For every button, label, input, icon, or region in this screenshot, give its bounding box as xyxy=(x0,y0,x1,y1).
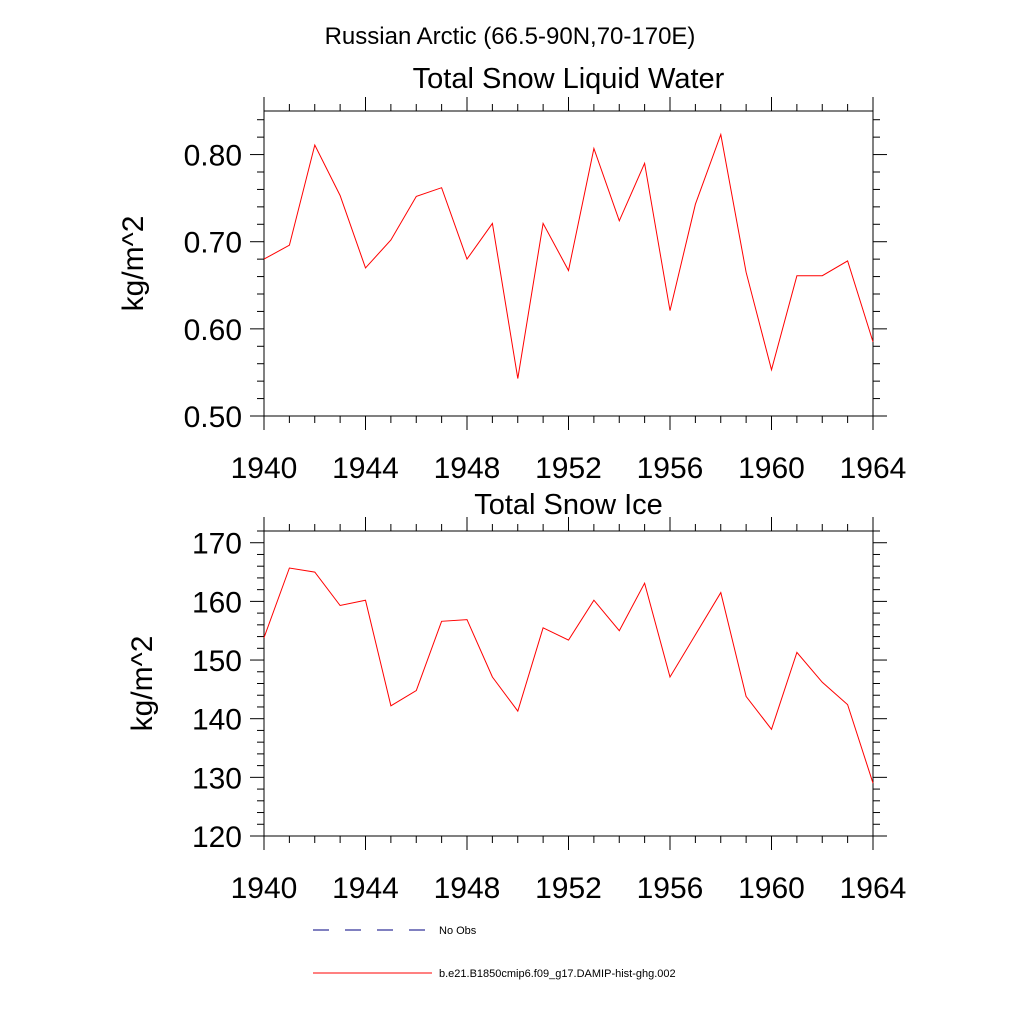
y-tick-label: 0.50 xyxy=(184,401,242,434)
x-tick-label: 1948 xyxy=(434,872,501,905)
x-tick-label: 1948 xyxy=(434,452,501,485)
panel-title: Total Snow Ice xyxy=(474,489,663,521)
figure-title: Russian Arctic (66.5-90N,70-170E) xyxy=(325,23,696,50)
x-tick-label: 1952 xyxy=(535,452,602,485)
x-tick-label: 1944 xyxy=(332,452,399,485)
y-tick-label: 140 xyxy=(192,704,242,737)
y-axis-label: kg/m^2 xyxy=(117,216,150,312)
y-tick-label: 0.70 xyxy=(184,227,242,260)
plot-frame xyxy=(263,530,874,837)
x-tick-label: 1956 xyxy=(637,872,704,905)
y-tick-label: 0.80 xyxy=(184,140,242,173)
x-tick-label: 1960 xyxy=(738,452,805,485)
x-tick-label: 1956 xyxy=(637,452,704,485)
legend: No Obs b.e21.B1850cmip6.f09_g17.DAMIP-his… xyxy=(313,925,676,980)
y-tick-label: 0.60 xyxy=(184,314,242,347)
legend-label: b.e21.B1850cmip6.f09_g17.DAMIP-hist-ghg.… xyxy=(439,968,676,980)
x-tick-label: 1940 xyxy=(231,872,298,905)
x-tick-label: 1944 xyxy=(332,872,399,905)
legend-label: No Obs xyxy=(439,925,477,937)
x-tick-label: 1960 xyxy=(738,872,805,905)
panel-title: Total Snow Liquid Water xyxy=(413,63,725,95)
y-tick-label: 130 xyxy=(192,762,242,795)
plot-frame xyxy=(263,110,874,417)
y-axis-label: kg/m^2 xyxy=(126,636,159,732)
x-tick-label: 1940 xyxy=(231,452,298,485)
x-tick-label: 1952 xyxy=(535,872,602,905)
y-tick-label: 150 xyxy=(192,645,242,678)
y-tick-label: 160 xyxy=(192,586,242,619)
y-tick-label: 170 xyxy=(192,528,242,561)
x-tick-label: 1964 xyxy=(840,872,907,905)
panel-snow-ice: Total Snow Ice 1940 1944 1948 1952 1956 1960 19… xyxy=(126,489,906,905)
series-line xyxy=(263,132,874,379)
x-tick-label: 1964 xyxy=(840,452,907,485)
y-tick-label: 120 xyxy=(192,821,242,854)
series-line xyxy=(263,567,874,784)
panel-snow-liquid-water: Total Snow Liquid Water 1940 1944 1948 1952 1… xyxy=(117,63,906,485)
